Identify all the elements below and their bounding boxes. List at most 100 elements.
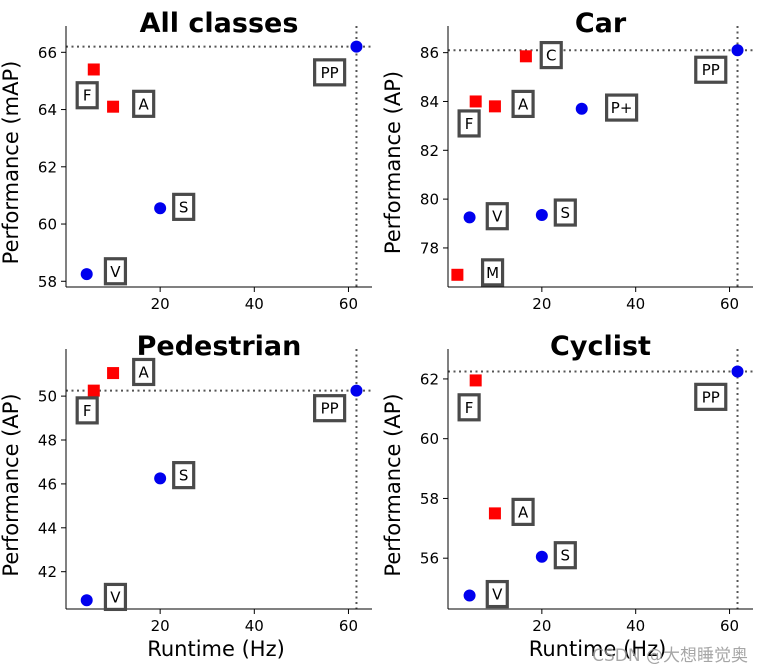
chart-title: All classes: [140, 8, 299, 39]
annotation-label: C: [546, 47, 556, 65]
annotation-label: S: [561, 204, 571, 222]
data-point-circle: [154, 472, 167, 485]
data-point-circle: [575, 102, 588, 115]
annotation-box: [694, 382, 728, 411]
y-axis-label: Performance (AP): [381, 393, 405, 576]
x-tick-label: 60: [720, 617, 739, 635]
annotation-box: [75, 396, 99, 425]
watermark: CSDN @大想睡觉奥: [592, 646, 748, 666]
y-tick-label: 86: [420, 44, 439, 62]
data-point-circle: [350, 384, 363, 397]
y-tick-label: 84: [420, 93, 439, 111]
annotation-label: S: [179, 467, 189, 485]
y-tick-label: 58: [420, 490, 439, 508]
data-point-circle: [80, 594, 93, 607]
data-point-square: [451, 268, 464, 281]
annotation-box: [172, 461, 196, 490]
data-point-square: [107, 100, 120, 113]
annotation-label: F: [465, 115, 474, 133]
annotation-box: [172, 192, 196, 221]
annotation-label: PP: [702, 388, 720, 406]
y-tick-label: 62: [38, 158, 57, 176]
data-point-circle: [80, 268, 93, 281]
x-tick-label: 40: [626, 617, 645, 635]
annotation-label: A: [518, 95, 529, 113]
annotation-label: V: [110, 263, 121, 281]
data-point-square: [87, 384, 100, 397]
x-tick-label: 40: [245, 617, 264, 635]
annotation-box: [485, 579, 509, 609]
x-tick-label: 20: [532, 295, 551, 313]
annotation-box: [457, 109, 481, 138]
annotation-box: [75, 81, 99, 110]
annotation-box: [605, 93, 639, 122]
annotation-label: P+: [611, 99, 633, 117]
x-tick-label: 40: [626, 295, 645, 313]
annotation-label: V: [492, 586, 503, 604]
annotation-box: [511, 89, 535, 119]
y-tick-label: 62: [420, 370, 439, 388]
chart-title: Car: [575, 8, 627, 39]
annotation-label: A: [139, 95, 150, 113]
annotation-box: [457, 393, 481, 422]
annotation-label: PP: [321, 400, 339, 418]
chart-title: Pedestrian: [137, 331, 302, 362]
annotation-box: [539, 40, 563, 70]
x-tick-label: 20: [532, 617, 551, 635]
y-tick-label: 42: [38, 563, 57, 581]
y-tick-label: 44: [38, 519, 57, 537]
data-point-square: [469, 95, 482, 108]
annotation-box: [103, 257, 128, 286]
data-point-square: [519, 50, 532, 63]
annotation-box: [313, 58, 347, 87]
annotation-label: S: [561, 547, 571, 565]
y-tick-label: 48: [38, 432, 57, 450]
y-tick-label: 46: [38, 475, 57, 493]
annotation-box: [132, 89, 156, 118]
x-tick-label: 60: [339, 295, 358, 313]
x-axis-label: Runtime (Hz): [147, 637, 285, 661]
data-point-square: [488, 507, 501, 520]
data-point-circle: [154, 202, 167, 215]
data-point-square: [469, 374, 482, 387]
y-tick-label: 58: [38, 273, 57, 291]
y-tick-label: 80: [420, 191, 439, 209]
y-tick-label: 66: [38, 44, 57, 62]
annotation-box: [485, 202, 509, 231]
y-tick-label: 56: [420, 550, 439, 568]
x-tick-label: 40: [245, 295, 264, 313]
data-point-circle: [350, 40, 363, 53]
y-tick-label: 60: [420, 430, 439, 448]
chart-title: Cyclist: [550, 331, 651, 362]
annotation-label: M: [486, 264, 499, 282]
data-point-circle: [535, 550, 548, 563]
chart-panel-2: 20 40 60 78 80 82 84 86 Car Performance (AP) PP C A F…: [381, 8, 753, 313]
data-point-circle: [463, 211, 476, 224]
annotation-label: PP: [702, 61, 720, 79]
y-tick-label: 78: [420, 239, 439, 257]
annotation-box: [132, 357, 156, 387]
chart-panel-3: 20 40 60 42 44 46 48 50 Pedestrian Performance (A…: [0, 331, 372, 661]
annotation-label: PP: [321, 64, 339, 82]
data-point-circle: [731, 44, 744, 57]
annotation-label: A: [518, 503, 529, 521]
y-tick-label: 60: [38, 216, 57, 234]
x-tick-label: 20: [151, 295, 170, 313]
annotation-label: F: [83, 402, 92, 420]
data-point-circle: [463, 589, 476, 602]
annotation-box: [103, 582, 128, 612]
annotation-label: V: [110, 588, 121, 606]
data-point-circle: [535, 208, 548, 221]
data-point-square: [488, 100, 501, 113]
x-tick-label: 60: [339, 617, 358, 635]
annotation-label: A: [139, 363, 150, 381]
data-point-square: [87, 63, 100, 76]
annotation-box: [511, 497, 535, 526]
annotation-box: [553, 541, 577, 570]
annotation-label: V: [492, 208, 503, 226]
annotation-label: F: [83, 87, 92, 105]
x-axis-label: Runtime (Hz): [529, 637, 667, 661]
y-axis-label: Performance (AP): [381, 71, 405, 254]
chart-panel-1: 20 40 60 58 60 62 64 66 All classes Performance (…: [0, 8, 372, 313]
